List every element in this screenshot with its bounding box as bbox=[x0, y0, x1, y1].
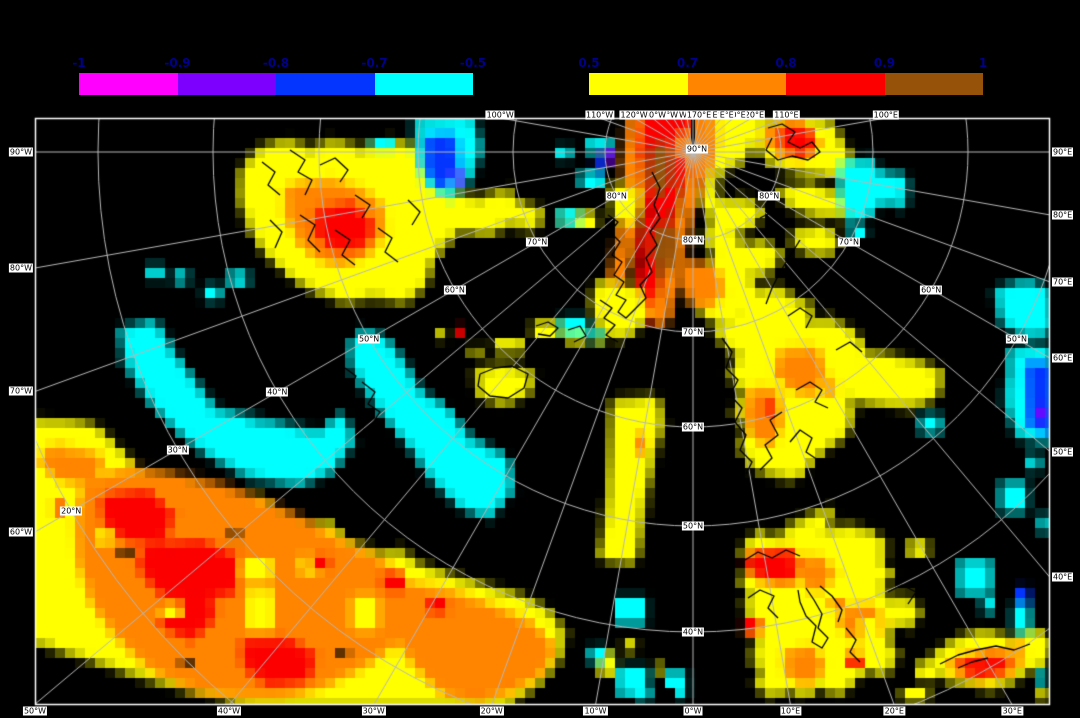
colorbar-positive-tick-0: 0.5 bbox=[578, 56, 600, 70]
colorbar-positive-tick-4: 1 bbox=[978, 56, 988, 70]
colorbar-positive: 0.5 0.7 0.8 0.9 1 bbox=[578, 57, 987, 95]
colorbar-positive-segment-orange bbox=[687, 73, 786, 95]
colorbar-negative-tick-4: -0.5 bbox=[459, 56, 487, 70]
colorbar-negative-tick-3: -0.7 bbox=[361, 56, 388, 70]
colorbar-negative-segment-magenta bbox=[79, 73, 178, 95]
colorbar-positive-tick-2: 0.8 bbox=[775, 56, 797, 70]
colorbar-positive-tick-1: 0.7 bbox=[676, 56, 699, 70]
colorbar-positive-segment-red bbox=[786, 73, 885, 95]
colorbar-positive-segment-yellow bbox=[589, 73, 688, 95]
colorbar-positive-segment-brown bbox=[884, 73, 983, 95]
colorbar-negative-segment-cyan bbox=[374, 73, 473, 95]
colorbar-negative-tick-1: -0.9 bbox=[164, 56, 191, 70]
colorbar-negative-segment-violet bbox=[177, 73, 276, 95]
colorbar-negative: -1 -0.9 -0.8 -0.7 -0.5 bbox=[72, 57, 486, 95]
colorbar-negative-tick-0: -1 bbox=[72, 56, 86, 70]
colorbar-positive-tick-3: 0.9 bbox=[873, 56, 896, 70]
colorbar-negative-tick-2: -0.8 bbox=[262, 56, 290, 70]
colorbar-negative-segment-blue bbox=[276, 73, 375, 95]
